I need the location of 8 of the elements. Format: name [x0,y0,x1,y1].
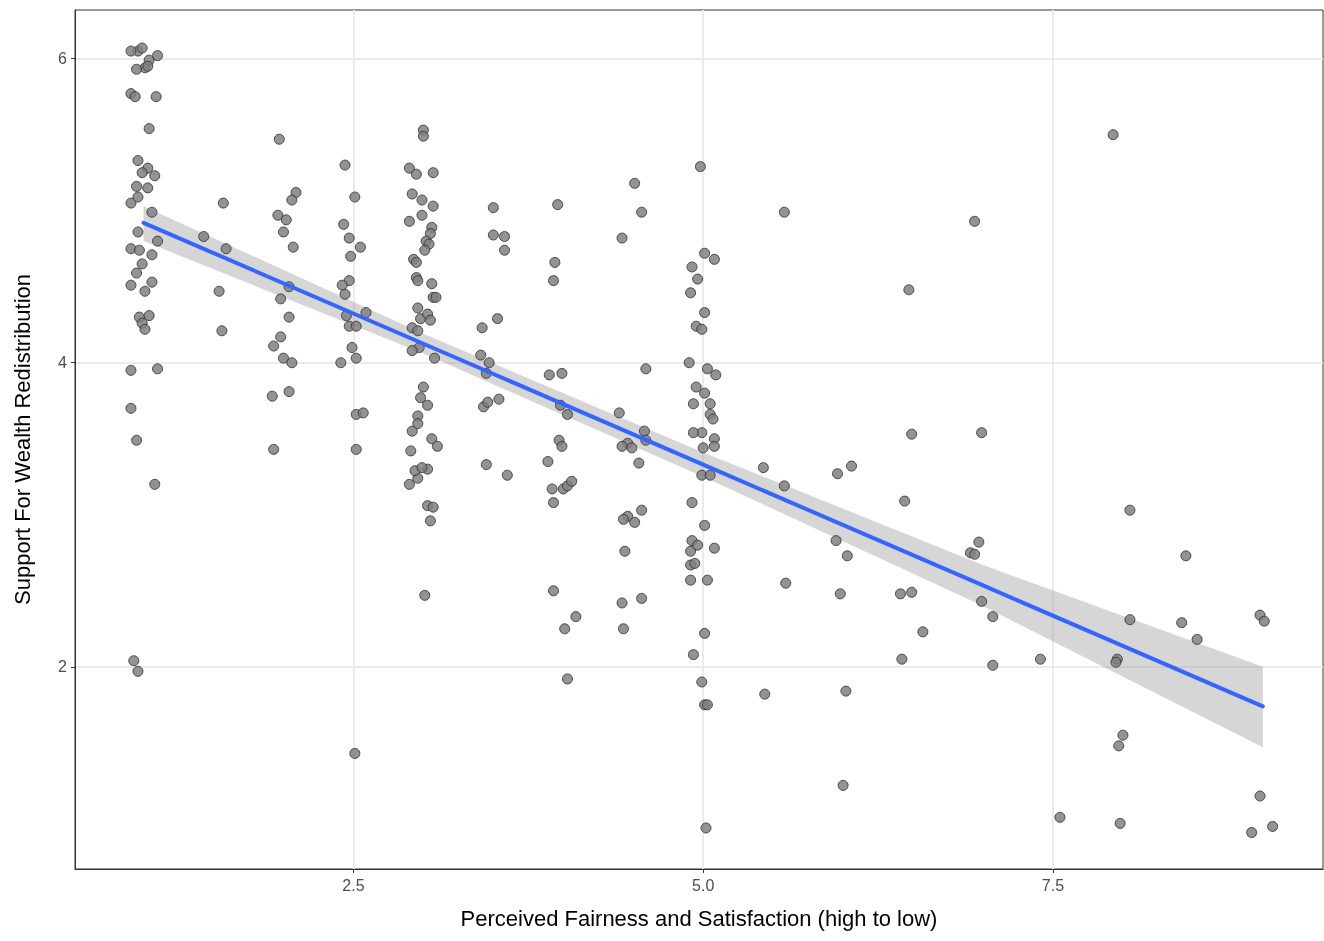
y-tick-label: 2 [58,658,68,676]
x-tick-label: 7.5 [1041,876,1065,894]
y-tick-label: 4 [58,354,68,372]
x-axis-title: Perceived Fairness and Satisfaction (high to low) [460,905,938,931]
x-tick-label: 5.0 [692,876,715,894]
y-axis-title: Support For Wealth Redistribution [9,274,35,605]
y-tick-label: 6 [58,50,68,68]
x-tick-label: 2.5 [342,876,365,894]
